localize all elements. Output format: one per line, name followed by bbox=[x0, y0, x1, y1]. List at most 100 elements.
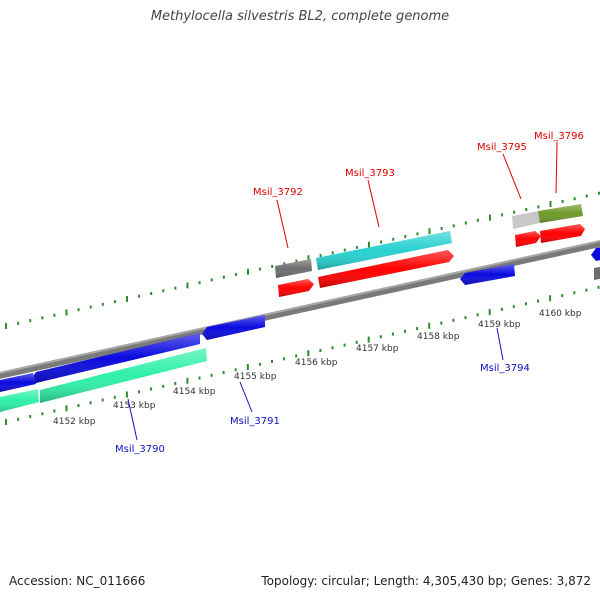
bottom-track-tick bbox=[537, 299, 539, 303]
bottom-track-tick bbox=[150, 387, 153, 391]
bottom-gene-labels: Msil_3790 Msil_3791 Msil_3794 bbox=[115, 363, 530, 455]
top-track-tick bbox=[319, 254, 322, 258]
top-track-tick bbox=[331, 251, 334, 255]
bottom-track-tick bbox=[561, 294, 564, 298]
top-track-tick bbox=[41, 316, 44, 320]
bottom-track-tick bbox=[125, 391, 128, 398]
bottom-track-tick bbox=[29, 415, 32, 418]
gene-msil-3796-red[interactable] bbox=[540, 224, 585, 243]
bottom-track-tick bbox=[5, 419, 7, 425]
tick-track-top bbox=[5, 191, 600, 329]
top-track-tick bbox=[271, 264, 274, 268]
top-track-tick bbox=[210, 278, 213, 282]
gene-label-msil-3796[interactable]: Msil_3796 bbox=[534, 131, 584, 142]
gene-msil-3793-teal[interactable] bbox=[316, 231, 452, 270]
bottom-track-tick bbox=[295, 354, 298, 358]
bottom-track-tick bbox=[53, 409, 56, 413]
gene-label-msil-3793[interactable]: Msil_3793 bbox=[345, 168, 395, 179]
gene-label-msil-3792[interactable]: Msil_3792 bbox=[253, 187, 303, 198]
top-track-tick bbox=[138, 294, 141, 298]
top-track-tick bbox=[452, 224, 455, 228]
gene-mint-a[interactable] bbox=[40, 348, 207, 403]
gene-label-msil-3795[interactable]: Msil_3795 bbox=[477, 142, 527, 153]
top-track-tick bbox=[428, 228, 431, 235]
bottom-track-tick bbox=[198, 376, 201, 380]
bottom-track-tick bbox=[367, 336, 370, 343]
top-track-tick bbox=[404, 235, 407, 239]
gene-msil-3790-blue[interactable] bbox=[32, 333, 200, 383]
gene-msil-3795-lightgrey[interactable] bbox=[512, 211, 540, 229]
bottom-track-tick bbox=[138, 390, 140, 394]
top-track-tick bbox=[198, 281, 201, 285]
bottom-track-tick bbox=[222, 371, 225, 374]
scale-label-4159: 4159 kbp bbox=[478, 320, 521, 330]
top-track-tick bbox=[597, 191, 600, 195]
scale-label-4160: 4160 kbp bbox=[539, 309, 582, 319]
bottom-track-tick bbox=[585, 288, 588, 292]
top-track-tick bbox=[355, 245, 358, 249]
top-track-tick bbox=[126, 295, 128, 302]
bottom-track-tick bbox=[524, 302, 527, 306]
bottom-track-tick bbox=[17, 417, 20, 421]
top-gene-labels: Msil_3792 Msil_3793 Msil_3795 Msil_3796 bbox=[253, 131, 584, 198]
bottom-leader-lines bbox=[127, 327, 504, 441]
bottom-track-tick bbox=[319, 349, 322, 352]
top-track-tick bbox=[29, 319, 32, 323]
gene-right-edge-blue[interactable] bbox=[591, 247, 600, 261]
bottom-track-tick bbox=[597, 285, 600, 289]
gene-right-edge-grey[interactable] bbox=[594, 266, 600, 280]
bottom-track-tick bbox=[331, 346, 334, 350]
top-track-tick bbox=[561, 199, 564, 203]
top-track-tick bbox=[368, 241, 370, 248]
gene-msil-3793-red[interactable] bbox=[318, 250, 454, 288]
scale-label-4154: 4154 kbp bbox=[173, 387, 216, 397]
bottom-track-tick bbox=[343, 343, 346, 347]
top-track-tick bbox=[17, 321, 20, 325]
top-track-tick bbox=[101, 302, 104, 306]
top-track-tick bbox=[89, 305, 92, 309]
bottom-track-tick bbox=[500, 307, 503, 311]
gene-label-msil-3794[interactable]: Msil_3794 bbox=[480, 363, 530, 374]
top-track-tick bbox=[307, 255, 310, 262]
bottom-track-tick bbox=[174, 382, 177, 385]
gene-msil-3791-blue[interactable] bbox=[202, 315, 265, 340]
bottom-track-tick bbox=[391, 332, 394, 336]
gene-msil-3795-red[interactable] bbox=[515, 231, 541, 247]
bottom-track-tick bbox=[186, 377, 189, 384]
bottom-track-tick bbox=[440, 321, 443, 325]
scale-labels: 4152 kbp 4153 kbp 4154 kbp 4155 kbp 4156… bbox=[53, 309, 582, 427]
gene-msil-3792-red[interactable] bbox=[278, 279, 314, 297]
gene-mint-b[interactable] bbox=[0, 389, 39, 412]
scale-label-4153: 4153 kbp bbox=[113, 401, 156, 411]
top-track-tick bbox=[234, 273, 237, 276]
gene-msil-3792-grey[interactable] bbox=[275, 259, 312, 278]
top-leader-lines bbox=[276, 141, 558, 249]
bottom-track-tick bbox=[488, 309, 491, 316]
top-track-tick bbox=[53, 313, 56, 317]
top-track-tick bbox=[222, 275, 225, 279]
gene-msil-3794-blue[interactable] bbox=[460, 264, 515, 285]
bottom-track-tick bbox=[476, 313, 479, 317]
top-track-tick bbox=[150, 292, 153, 295]
top-track-tick bbox=[392, 237, 395, 241]
gene-label-msil-3791[interactable]: Msil_3791 bbox=[230, 416, 280, 427]
scale-label-4155: 4155 kbp bbox=[234, 372, 277, 382]
top-track-tick bbox=[247, 268, 249, 275]
top-track-tick bbox=[380, 240, 383, 244]
gene-msil-3796-olive[interactable] bbox=[538, 204, 583, 223]
bottom-track-tick bbox=[512, 305, 515, 309]
top-track-tick bbox=[476, 218, 479, 222]
bottom-track-tick bbox=[307, 350, 310, 357]
bottom-track-tick bbox=[41, 412, 44, 416]
bottom-track-tick bbox=[428, 322, 431, 329]
bottom-track-tick bbox=[162, 384, 165, 388]
gene-label-msil-3790[interactable]: Msil_3790 bbox=[115, 444, 165, 455]
top-track-tick bbox=[259, 267, 262, 271]
bottom-track-tick bbox=[355, 340, 358, 344]
gene-left-blue[interactable] bbox=[0, 373, 36, 392]
top-track-tick bbox=[113, 300, 116, 304]
scale-label-4157: 4157 kbp bbox=[356, 344, 399, 354]
backbone bbox=[0, 240, 600, 379]
bottom-track-tick bbox=[101, 398, 104, 402]
bottom-track-tick bbox=[77, 404, 80, 407]
